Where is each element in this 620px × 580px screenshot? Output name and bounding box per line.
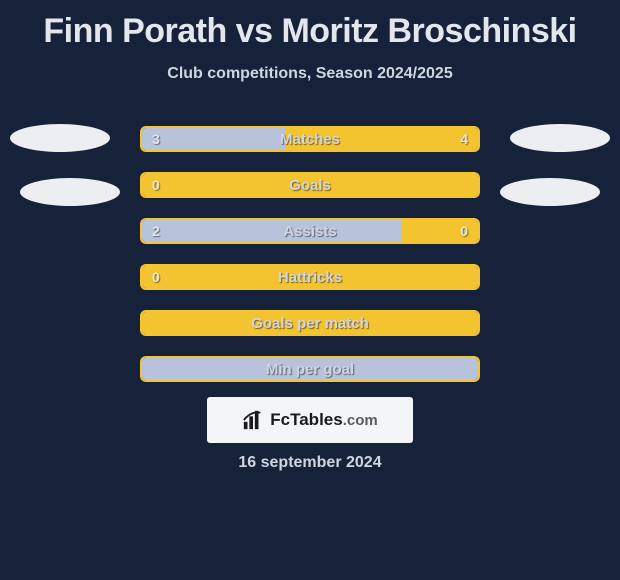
bar-fill-right (142, 266, 478, 288)
player-right-avatar-1 (510, 124, 610, 152)
logo-text: FcTables.com (270, 410, 377, 430)
bar-fill-left (142, 358, 478, 380)
stat-bar: 20Assists (140, 218, 480, 244)
stat-bar: Goals per match (140, 310, 480, 336)
date-label: 16 september 2024 (0, 454, 620, 472)
page-title: Finn Porath vs Moritz Broschinski (0, 0, 620, 51)
bar-value-left: 2 (142, 220, 170, 242)
stat-bar: Min per goal (140, 356, 480, 382)
bar-value-right: 0 (450, 220, 478, 242)
logo-brand: FcTables (270, 410, 342, 430)
subtitle: Club competitions, Season 2024/2025 (0, 65, 620, 83)
player-left-avatar-2 (20, 178, 120, 206)
fctables-logo: FcTables.com (207, 397, 413, 443)
bar-chart-icon (242, 409, 264, 431)
bar-value-right: 4 (450, 128, 478, 150)
bar-value-left: 0 (142, 266, 170, 288)
bar-value-left: 0 (142, 174, 170, 196)
stat-bars-container: 34Matches0Goals20Assists0HattricksGoals … (140, 126, 480, 402)
player-right-avatar-2 (500, 178, 600, 206)
bar-fill-left (142, 220, 401, 242)
stat-bar: 34Matches (140, 126, 480, 152)
bar-fill-right (142, 174, 478, 196)
logo-tld: .com (343, 412, 378, 429)
bar-fill-right (142, 312, 478, 334)
bar-value-left: 3 (142, 128, 170, 150)
player-left-avatar-1 (10, 124, 110, 152)
stat-bar: 0Goals (140, 172, 480, 198)
stat-bar: 0Hattricks (140, 264, 480, 290)
